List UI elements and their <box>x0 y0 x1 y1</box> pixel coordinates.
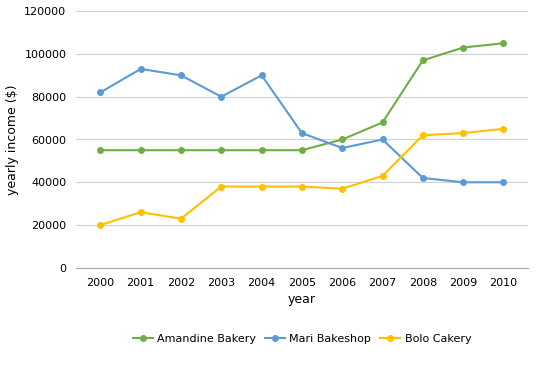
Mari Bakeshop <box>138 67 144 71</box>
Y-axis label: yearly income ($): yearly income ($) <box>6 84 18 195</box>
Amandine Bakery <box>500 41 507 45</box>
Bolo Cakery <box>339 186 345 191</box>
Amandine Bakery <box>460 45 466 50</box>
Amandine Bakery <box>299 148 305 153</box>
Mari Bakeshop <box>339 146 345 150</box>
Amandine Bakery <box>138 148 144 153</box>
Bolo Cakery <box>258 184 265 189</box>
Mari Bakeshop <box>299 131 305 135</box>
Bolo Cakery <box>379 174 386 178</box>
Amandine Bakery <box>379 120 386 125</box>
Line: Mari Bakeshop: Mari Bakeshop <box>97 66 506 185</box>
Bolo Cakery <box>419 133 426 137</box>
Mari Bakeshop <box>379 137 386 142</box>
X-axis label: year: year <box>288 293 316 306</box>
Bolo Cakery <box>299 184 305 189</box>
Amandine Bakery <box>258 148 265 153</box>
Mari Bakeshop <box>460 180 466 185</box>
Mari Bakeshop <box>500 180 507 185</box>
Legend: Amandine Bakery, Mari Bakeshop, Bolo Cakery: Amandine Bakery, Mari Bakeshop, Bolo Cak… <box>128 330 475 349</box>
Amandine Bakery <box>419 58 426 62</box>
Mari Bakeshop <box>218 94 225 99</box>
Amandine Bakery <box>218 148 225 153</box>
Bolo Cakery <box>138 210 144 214</box>
Amandine Bakery <box>178 148 184 153</box>
Bolo Cakery <box>218 184 225 189</box>
Mari Bakeshop <box>258 73 265 77</box>
Bolo Cakery <box>500 126 507 131</box>
Amandine Bakery <box>97 148 103 153</box>
Line: Bolo Cakery: Bolo Cakery <box>97 126 506 228</box>
Mari Bakeshop <box>178 73 184 77</box>
Amandine Bakery <box>339 137 345 142</box>
Bolo Cakery <box>460 131 466 135</box>
Bolo Cakery <box>178 217 184 221</box>
Mari Bakeshop <box>97 90 103 94</box>
Mari Bakeshop <box>419 176 426 180</box>
Bolo Cakery <box>97 223 103 227</box>
Line: Amandine Bakery: Amandine Bakery <box>97 41 506 153</box>
